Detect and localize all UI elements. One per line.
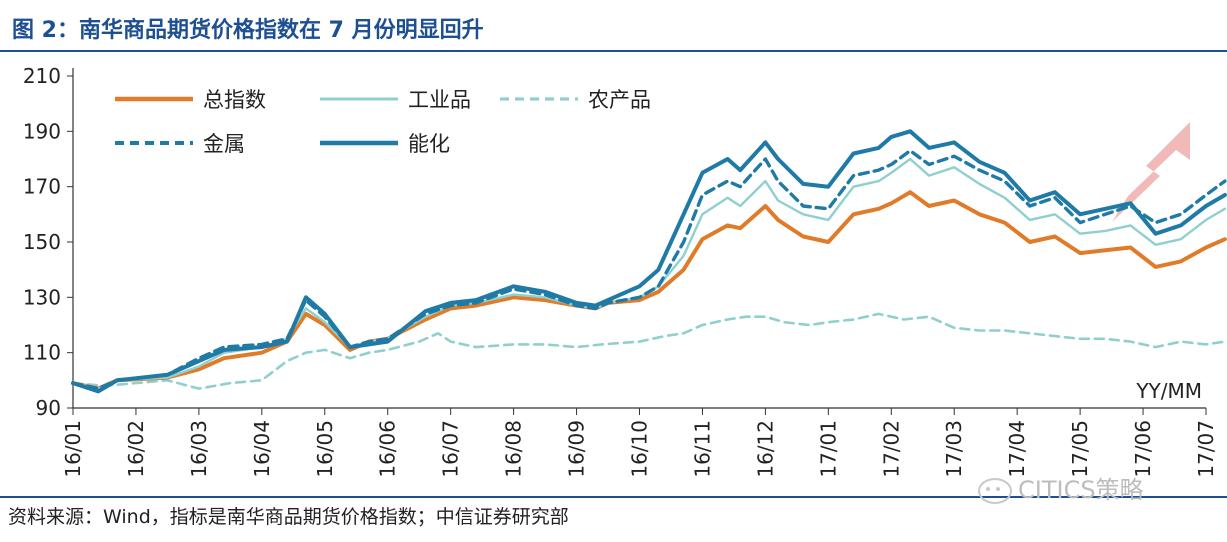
series-line-energy_chem [71, 129, 1227, 394]
x-tick-label: 17/07 [1194, 420, 1218, 478]
x-tick-label: 16/06 [376, 420, 400, 478]
x-tick-label: 17/02 [879, 420, 903, 478]
watermark: CITICS策略 [978, 470, 1144, 505]
commodity-index-line-chart: 90 110 130 150 170 190 210 16/01 16/02 16/03 16/04… [23, 64, 1227, 478]
y-tick-label: 110 [23, 341, 61, 365]
x-tick-label: 17/03 [942, 420, 966, 478]
wechat-icon [978, 478, 1012, 504]
x-tick-label: 16/02 [124, 420, 148, 478]
y-tick-label: 90 [36, 396, 61, 420]
legend-label-energy_chem: 能化 [408, 132, 450, 156]
trend-arrow-icon [1112, 122, 1190, 222]
x-tick-label: 16/10 [628, 420, 652, 478]
source-note: 资料来源：Wind，指标是南华商品期货价格指数；中信证券研究部 [8, 506, 569, 528]
x-tick-label: 16/12 [753, 420, 777, 478]
x-tick-label: 16/01 [61, 420, 85, 478]
x-tick-label: 16/07 [439, 420, 463, 478]
y-tick-label: 190 [23, 119, 61, 143]
x-tick-label: 16/09 [565, 420, 589, 478]
x-tick-label: 16/04 [250, 420, 274, 478]
x-tick-label: 16/11 [690, 420, 714, 478]
x-tick-label: 17/05 [1068, 420, 1092, 478]
x-tick-label: 17/04 [1005, 420, 1029, 478]
legend-label-composite: 总指数 [203, 88, 266, 112]
y-tick-label: 130 [23, 285, 61, 309]
source-divider [0, 496, 1227, 498]
x-tick-label: 17/01 [816, 420, 840, 478]
title-divider [0, 50, 1227, 52]
x-tick-label: 17/06 [1131, 420, 1155, 478]
x-tick-label: 16/03 [187, 420, 211, 478]
series-line-agricultural [71, 312, 1227, 390]
x-tick-label: 16/05 [313, 420, 337, 478]
series-line-composite [71, 190, 1227, 391]
figure-title: 图 2：南华商品期货价格指数在 7 月份明显回升 [12, 18, 484, 43]
legend-label-industrial: 工业品 [408, 88, 471, 112]
legend-label-agricultural: 农产品 [588, 88, 651, 112]
y-tick-label: 210 [23, 64, 61, 88]
x-tick-label: 16/08 [502, 420, 526, 478]
y-tick-label: 150 [23, 230, 61, 254]
series-line-metals [71, 148, 1227, 391]
legend-label-metals: 金属 [203, 132, 245, 156]
x-axis-unit-label: YY/MM [1135, 379, 1202, 403]
watermark-text: CITICS策略 [1018, 476, 1144, 504]
series-line-industrial [71, 157, 1227, 390]
y-tick-label: 170 [23, 175, 61, 199]
